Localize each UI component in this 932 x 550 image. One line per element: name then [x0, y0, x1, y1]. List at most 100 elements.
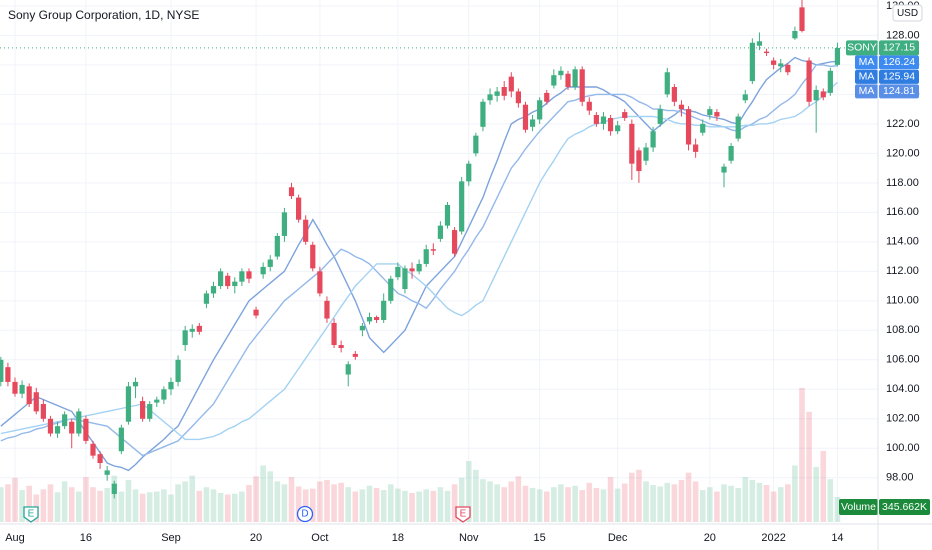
volume-bar [643, 481, 649, 522]
candle-body [267, 259, 273, 267]
candle-body [494, 91, 500, 96]
ma-name: MA [859, 56, 875, 68]
candle-body [47, 418, 54, 434]
volume-bar [728, 485, 734, 522]
ma-name-box [855, 84, 878, 99]
candle-body [657, 109, 663, 124]
candle-body [515, 91, 521, 104]
candle-body [352, 353, 358, 357]
event-marker[interactable] [455, 506, 471, 523]
volume-value-box [879, 499, 930, 515]
candle-body [366, 317, 373, 322]
candle-body [76, 411, 82, 434]
y-tick-label: 128.00 [886, 29, 920, 41]
volume-bar [217, 493, 224, 522]
ma-line [0, 64, 838, 457]
volume-bar [799, 387, 805, 522]
volume-bar [529, 487, 536, 522]
candle-body [196, 325, 202, 332]
volume-bar [210, 489, 217, 522]
candle-body [317, 271, 323, 294]
candle-body [437, 225, 443, 239]
volume-bar [465, 461, 472, 522]
price-box [879, 40, 919, 56]
candle-body [544, 92, 550, 102]
symbol-label: SONY [847, 42, 877, 54]
volume-bar [742, 477, 749, 522]
volume-bar [288, 477, 295, 522]
x-tick-label: 16 [80, 532, 92, 544]
volume-bar [657, 486, 663, 522]
ma-value-box [879, 84, 919, 99]
volume-bar [54, 492, 61, 522]
x-tick-label: 20 [704, 532, 716, 544]
volume-name: Volume [841, 501, 876, 513]
candle-body [331, 322, 337, 346]
candle-body [33, 392, 39, 412]
candle-body [373, 317, 380, 320]
candle-body [161, 389, 167, 400]
volume-bar [636, 469, 642, 522]
y-tick-label: 106.00 [886, 354, 920, 366]
volume-bar [295, 486, 302, 522]
volume-bar [154, 491, 160, 522]
candle-body [140, 401, 146, 419]
candle-body [466, 163, 472, 182]
volume-bar [12, 477, 18, 522]
volume-bar [324, 479, 330, 522]
volume-bar [139, 493, 146, 522]
ma-name-box [855, 69, 878, 84]
volume-bar [600, 489, 607, 522]
candle-body [529, 119, 536, 127]
candle-body [232, 281, 238, 287]
volume-bar [593, 487, 600, 522]
candle-body [345, 364, 351, 375]
ma-name-box [855, 55, 878, 70]
x-tick-label: 20 [250, 532, 262, 544]
candle-body [629, 123, 635, 164]
candle-body [189, 328, 195, 332]
currency-box[interactable] [892, 4, 923, 22]
volume-bar [827, 479, 834, 522]
candle-body [210, 286, 217, 294]
candle-body [395, 266, 401, 278]
candle-body [551, 75, 557, 86]
volume-bar [536, 489, 543, 522]
candle-body [19, 384, 25, 394]
candle-body [615, 125, 621, 132]
event-marker[interactable] [296, 505, 314, 523]
y-tick-label: 104.00 [886, 383, 920, 395]
volume-bar [749, 479, 756, 522]
volume-bar [551, 487, 557, 522]
volume-bar [47, 484, 54, 522]
y-tick-label: 122.00 [886, 118, 920, 130]
y-tick-label: 108.00 [886, 324, 920, 336]
volume-bar [161, 489, 167, 522]
candle-body [622, 112, 628, 118]
candle-body [451, 230, 458, 254]
candle-body [253, 309, 259, 316]
candle-body [69, 421, 75, 434]
volume-bar [763, 485, 770, 522]
ma-name: MA [859, 85, 875, 97]
ma-line [0, 56, 838, 472]
ma-name: MA [859, 71, 875, 83]
volume-bar [132, 489, 139, 522]
volume-bar [253, 476, 259, 522]
candle-body [132, 381, 139, 387]
volume-bar [508, 481, 515, 522]
candle-body [239, 271, 245, 282]
volume-bar [558, 484, 564, 522]
volume-bar [501, 487, 508, 522]
volume-bar [487, 481, 493, 522]
volume-bar [792, 465, 798, 522]
candle-body [168, 381, 174, 390]
volume-bar [196, 490, 203, 522]
volume-bar [409, 493, 415, 522]
event-marker[interactable] [23, 506, 39, 523]
candle-body [693, 144, 699, 152]
candle-body [381, 300, 387, 320]
grid [0, 0, 878, 522]
